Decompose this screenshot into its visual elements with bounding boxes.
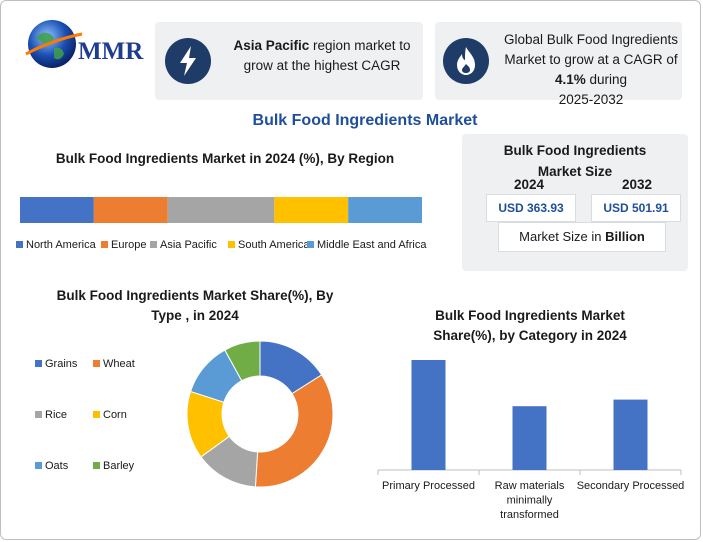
value-2024: USD 363.93 [486, 194, 576, 222]
region-name: Asia Pacific [233, 38, 310, 53]
type-legend-barley: Barley [93, 460, 134, 472]
market-size-title: Bulk Food Ingredients Market Size [503, 143, 647, 179]
legend-label: Wheat [103, 358, 135, 370]
main-title: Bulk Food Ingredients Market [252, 112, 478, 129]
region-bar-europe [93, 197, 168, 223]
region-legend-asia-pacific: Asia Pacific [150, 239, 217, 251]
category-label-secondary-processed: Secondary Processed [577, 480, 685, 492]
type-legend-wheat: Wheat [93, 358, 135, 370]
market-size-unit: Market Size in Billion [498, 222, 666, 252]
legend-label: Rice [45, 409, 68, 421]
legend-swatch [93, 359, 100, 367]
legend-label: Corn [103, 409, 127, 421]
legend-swatch [35, 359, 42, 367]
flame-icon [443, 38, 489, 84]
highlight-card-cagr: Global Bulk Food Ingredients Market to g… [435, 22, 682, 107]
region-bar-north-america [20, 197, 94, 223]
cagr-text: Global Bulk Food Ingredients Market to g… [501, 30, 681, 110]
legend-label: South America [238, 239, 310, 251]
region-bar-south-america [274, 197, 349, 223]
highlight-card-region: Asia Pacific region market to grow at th… [155, 22, 423, 100]
category-bar-chart: Primary Processed Raw materials minimally t… [377, 360, 685, 521]
legend-swatch [228, 240, 235, 248]
legend-label: Grains [45, 358, 78, 370]
region-chart-title: Bulk Food Ingredients Market in 2024 (%)… [55, 151, 395, 166]
region-cagr-text: Asia Pacific region market to grow at th… [225, 36, 419, 76]
category-bar-raw-materials-minimally-transformed [512, 406, 547, 470]
legend-swatch [93, 410, 100, 418]
legend-swatch [35, 461, 42, 469]
region-legend-south-america: South America [228, 239, 310, 251]
market-size-unit-prefix: Market Size in [519, 229, 606, 244]
cagr-value: 4.1% [554, 72, 586, 87]
region-legend-north-america: North America [16, 239, 96, 251]
legend-swatch [150, 240, 157, 248]
market-size-unit-value: Billion [605, 229, 645, 244]
cagr-line1: Global Bulk Food Ingredients Market to g… [503, 32, 679, 67]
region-legend-europe: Europe [101, 239, 146, 251]
logo: MMR [25, 20, 144, 68]
logo-text: MMR [78, 38, 144, 65]
market-size-card: Bulk Food Ingredients Market Size 2024 2… [462, 134, 688, 271]
category-label-primary-processed: Primary Processed [382, 480, 475, 492]
legend-label: Barley [103, 460, 135, 472]
donut-slice-barley [224, 340, 261, 382]
legend-label: Asia Pacific [160, 239, 217, 251]
type-donut-chart [186, 340, 334, 488]
legend-label: North America [26, 239, 96, 251]
type-legend-oats: Oats [35, 460, 68, 472]
type-legend-rice: Rice [35, 409, 67, 421]
legend-label: Oats [45, 460, 69, 472]
legend-swatch [16, 240, 23, 248]
legend-swatch [35, 410, 42, 418]
category-bar-primary-processed [411, 360, 446, 470]
legend-swatch [307, 240, 314, 248]
region-bar-middle-east-and-africa [348, 197, 422, 223]
legend-swatch [101, 240, 108, 248]
year-2024-label: 2024 [514, 177, 545, 192]
legend-swatch [93, 461, 100, 469]
region-legend-middle-east-and-africa: Middle East and Africa [307, 239, 426, 251]
region-bar-asia-pacific [167, 197, 275, 223]
lightning-icon [165, 38, 211, 84]
cagr-during: during [585, 72, 628, 87]
category-chart-title: Bulk Food Ingredients Market Share(%), b… [433, 308, 627, 343]
type-legend-grains: Grains [35, 358, 77, 370]
category-label-raw-materials-minimally-transformed: Raw materials minimally transformed [495, 480, 565, 521]
cagr-period: 2025-2032 [558, 92, 624, 107]
category-bar-secondary-processed [613, 399, 648, 470]
donut-slice-wheat [254, 374, 334, 488]
legend-label: Europe [111, 239, 147, 251]
region-cagr-suffix: region market to grow at the highest CAG… [243, 38, 411, 73]
value-2032: USD 501.91 [591, 194, 681, 222]
legend-label: Middle East and Africa [317, 239, 427, 251]
type-legend-corn: Corn [93, 409, 127, 421]
year-2032-label: 2032 [622, 177, 653, 192]
type-chart-title: Bulk Food Ingredients Market Share(%), B… [56, 288, 334, 323]
region-stacked-bar [20, 197, 422, 223]
